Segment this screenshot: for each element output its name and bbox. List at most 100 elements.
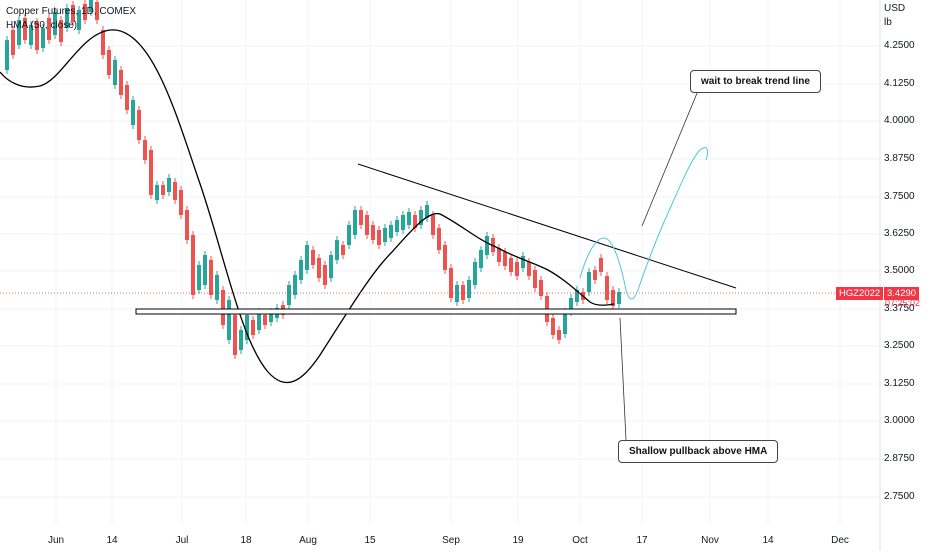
candle-body bbox=[5, 40, 9, 70]
time-tick-label: 14 bbox=[762, 535, 774, 546]
candle-body bbox=[293, 275, 297, 295]
candle-body bbox=[65, 8, 69, 28]
candle-body bbox=[605, 276, 609, 300]
candle-body bbox=[503, 252, 507, 266]
candle-body bbox=[497, 248, 501, 262]
price-tick-label: 3.3750 bbox=[884, 303, 915, 314]
candle-body bbox=[125, 85, 129, 110]
currency-label: USD bbox=[884, 3, 906, 14]
time-tick-label: Nov bbox=[701, 535, 719, 546]
candle-body bbox=[215, 275, 219, 300]
candle-body bbox=[17, 20, 21, 45]
candle-body bbox=[395, 220, 399, 232]
candle-body bbox=[383, 228, 387, 242]
descending-trendline[interactable] bbox=[357, 163, 737, 289]
candle-body bbox=[443, 245, 447, 270]
candle-body bbox=[167, 178, 171, 192]
candle-body bbox=[269, 312, 273, 322]
candle-body bbox=[557, 330, 561, 340]
candle-body bbox=[341, 245, 345, 255]
candle-body bbox=[227, 300, 231, 340]
candle-body bbox=[587, 272, 591, 292]
candle-body bbox=[245, 315, 249, 340]
candle-body bbox=[287, 285, 291, 305]
price-tick-label: 4.1250 bbox=[884, 78, 915, 89]
top-note-pointer bbox=[641, 85, 701, 227]
candle-body bbox=[359, 210, 363, 225]
candle-body bbox=[113, 60, 117, 85]
candle-body bbox=[89, 0, 93, 12]
price-tick-label: 2.8750 bbox=[884, 453, 915, 464]
note-top[interactable]: wait to break trend line bbox=[690, 70, 821, 93]
candle-body bbox=[35, 22, 39, 50]
candle-body bbox=[143, 140, 147, 160]
time-tick-label: Dec bbox=[831, 535, 849, 546]
candle-body bbox=[305, 245, 309, 270]
candle-body bbox=[413, 215, 417, 228]
candle-body bbox=[473, 262, 477, 285]
candle-body bbox=[467, 280, 471, 298]
candle-body bbox=[179, 190, 183, 215]
candle-body bbox=[437, 228, 441, 250]
candle-body bbox=[299, 260, 303, 280]
candle-body bbox=[479, 250, 483, 268]
candle-body bbox=[317, 258, 321, 278]
candle-body bbox=[149, 150, 153, 195]
candle-body bbox=[521, 256, 525, 268]
candle-body bbox=[353, 210, 357, 235]
candle-body bbox=[563, 312, 567, 334]
candle-body bbox=[251, 320, 255, 335]
time-tick-label: 14 bbox=[106, 535, 118, 546]
candle-body bbox=[257, 312, 261, 330]
candle-body bbox=[455, 285, 459, 302]
candlesticks bbox=[5, 0, 621, 359]
candle-body bbox=[401, 215, 405, 230]
candle-body bbox=[311, 250, 315, 265]
bottom-note-pointer bbox=[619, 317, 627, 441]
candle-body bbox=[155, 185, 159, 200]
candle-body bbox=[29, 25, 33, 45]
candle-body bbox=[461, 285, 465, 300]
candle-body bbox=[593, 270, 597, 280]
price-tick-label: 4.2500 bbox=[884, 40, 915, 51]
candle-body bbox=[371, 225, 375, 240]
candle-body bbox=[569, 298, 573, 312]
candle-body bbox=[119, 70, 123, 95]
candle-body bbox=[77, 10, 81, 30]
candle-body bbox=[527, 262, 531, 276]
candle-body bbox=[599, 258, 603, 272]
candle-body bbox=[185, 210, 189, 240]
support-box[interactable] bbox=[135, 308, 737, 315]
time-tick-label: Aug bbox=[299, 535, 317, 546]
price-tick-label: 3.0000 bbox=[884, 415, 915, 426]
candle-body bbox=[53, 12, 57, 35]
candle-body bbox=[23, 18, 27, 40]
candle-body bbox=[551, 318, 555, 335]
price-tick-label: 4.0000 bbox=[884, 115, 915, 126]
candle-body bbox=[329, 255, 333, 278]
time-tick-label: 17 bbox=[636, 535, 648, 546]
hand-drawn-projection[interactable] bbox=[579, 147, 709, 300]
candle-body bbox=[101, 30, 105, 55]
candle-body bbox=[515, 262, 519, 276]
candle-body bbox=[485, 236, 489, 255]
candle-body bbox=[431, 215, 435, 235]
note-bottom[interactable]: Shallow pullback above HMA bbox=[618, 440, 779, 463]
candle-body bbox=[335, 240, 339, 260]
candle-body bbox=[71, 5, 75, 22]
price-tick-label: 3.5000 bbox=[884, 265, 915, 276]
candle-body bbox=[239, 330, 243, 350]
candle-body bbox=[107, 50, 111, 75]
candle-body bbox=[137, 110, 141, 140]
candle-body bbox=[131, 100, 135, 125]
time-tick-label: Jul bbox=[175, 535, 189, 546]
time-tick-label: Sep bbox=[442, 535, 460, 546]
candle-body bbox=[59, 20, 63, 42]
candle-body bbox=[425, 205, 429, 218]
last-price-tag: 3.4290 bbox=[884, 287, 920, 300]
time-tick-label: Jun bbox=[47, 535, 65, 546]
candle-body bbox=[491, 238, 495, 252]
price-tick-label: 2.7500 bbox=[884, 491, 915, 502]
